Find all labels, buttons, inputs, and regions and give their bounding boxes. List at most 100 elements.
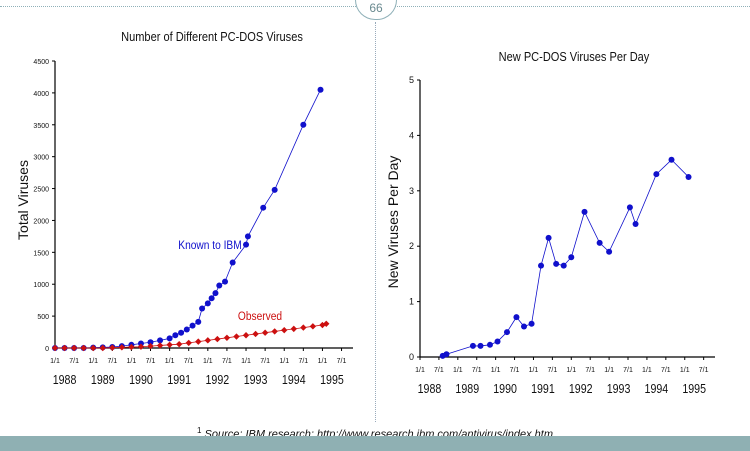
x-year-label: 1990 — [129, 372, 153, 387]
x-year-label: 1991 — [167, 372, 191, 387]
x-year-label: 1991 — [531, 381, 555, 396]
data-point — [166, 341, 173, 349]
x-sub-tick-label: 7/1 — [661, 367, 671, 374]
data-point — [214, 335, 221, 343]
data-point — [553, 260, 560, 267]
x-sub-tick-label: 7/1 — [434, 367, 444, 374]
data-marks — [51, 86, 330, 352]
data-point — [195, 338, 202, 345]
x-sub-tick-label: 1/1 — [453, 367, 463, 374]
data-point — [204, 337, 212, 344]
data-point — [503, 329, 510, 336]
data-point — [223, 334, 231, 341]
x-sub-tick-label: 1/1 — [415, 367, 425, 374]
x-year-label: 1993 — [244, 372, 268, 387]
chart-title: Number of Different PC-DOS Viruses — [121, 29, 303, 44]
data-point — [189, 322, 196, 329]
data-point — [156, 342, 164, 349]
data-point — [212, 290, 219, 297]
data-point — [300, 324, 307, 331]
footer-bar — [0, 436, 750, 451]
x-year-label: 1994 — [645, 381, 669, 396]
x-sub-tick-label: 7/1 — [337, 358, 347, 365]
legend-known-to-ibm: Known to IBM — [178, 239, 241, 252]
x-sub-tick-label: 1/1 — [279, 358, 289, 365]
x-year-label: 1988 — [53, 372, 77, 387]
y-tick-label: 1000 — [33, 282, 49, 289]
x-sub-tick-label: 1/1 — [50, 358, 60, 365]
data-point — [90, 344, 97, 352]
data-point — [147, 339, 154, 346]
x-sub-tick-label: 7/1 — [146, 358, 156, 365]
data-point — [632, 221, 639, 228]
data-point — [685, 173, 692, 180]
x-sub-tick-label: 1/1 — [203, 358, 213, 365]
x-year-label: 1995 — [320, 372, 344, 387]
legend-observed: Observed — [238, 310, 282, 323]
x-year-label: 1989 — [455, 381, 479, 396]
x-year-label: 1995 — [682, 381, 706, 396]
x-sub-tick-label: 1/1 — [566, 367, 576, 374]
data-point — [175, 340, 183, 348]
data-point — [172, 332, 179, 339]
x-sub-tick-label: 1/1 — [529, 367, 539, 374]
x-sub-tick-label: 7/1 — [623, 367, 633, 374]
y-tick-label: 0 — [409, 352, 414, 362]
data-point — [545, 234, 552, 241]
data-point — [261, 329, 269, 336]
data-point — [271, 328, 278, 335]
x-year-label: 1988 — [418, 381, 442, 396]
x-sub-tick-label: 1/1 — [680, 367, 690, 374]
x-sub-tick-label: 1/1 — [642, 367, 652, 374]
chart-new-viruses-per-day: New PC-DOS Viruses Per Day New Viruses P… — [385, 49, 715, 396]
data-point — [653, 171, 660, 178]
x-sub-tick-label: 7/1 — [260, 358, 270, 365]
data-marks — [439, 156, 692, 359]
data-point — [244, 233, 251, 240]
data-point — [477, 342, 484, 349]
data-point — [317, 86, 324, 93]
y-tick-label: 2 — [409, 241, 414, 251]
data-point — [183, 326, 190, 333]
data-point — [118, 344, 126, 351]
data-point — [309, 323, 317, 330]
y-tick-label: 5 — [409, 75, 414, 85]
x-sub-tick-label: 1/1 — [491, 367, 501, 374]
y-tick-label: 2500 — [33, 187, 49, 194]
data-point — [208, 295, 215, 302]
x-sub-tick-label: 7/1 — [472, 367, 482, 374]
x-sub-tick-label: 1/1 — [241, 358, 251, 365]
data-point — [147, 342, 154, 350]
data-point — [80, 344, 87, 352]
data-point — [61, 344, 68, 352]
data-point — [568, 254, 575, 261]
x-year-label: 1992 — [206, 372, 230, 387]
column-divider — [375, 22, 376, 422]
chart-title: New PC-DOS Viruses Per Day — [499, 49, 650, 64]
x-year-label: 1994 — [282, 372, 306, 387]
data-point — [281, 326, 288, 334]
plot-area: 0 500 1000 1500 2000 2500 3000 3500 4000 4500 1/1 7… — [33, 59, 353, 387]
data-point — [204, 300, 211, 307]
data-point — [494, 338, 501, 345]
y-tick-label: 1 — [409, 297, 414, 307]
data-point — [606, 248, 613, 255]
data-point — [469, 342, 476, 349]
data-point — [668, 156, 675, 163]
y-tick-label: 4 — [409, 130, 414, 140]
y-tick-label: 2000 — [33, 218, 49, 225]
data-point — [233, 333, 240, 340]
data-point — [216, 282, 223, 289]
data-point — [185, 339, 192, 347]
chart-total-viruses: Number of Different PC-DOS Viruses Total… — [15, 29, 353, 387]
x-sub-tick-label: 1/1 — [604, 367, 614, 374]
x-sub-tick-label: 7/1 — [107, 358, 117, 365]
y-axis-label: Total Viruses — [15, 160, 31, 240]
x-year-label: 1989 — [91, 372, 115, 387]
data-point — [99, 344, 106, 352]
footnote-marker: 1 — [197, 426, 202, 435]
data-point — [300, 121, 307, 128]
x-sub-tick-label: 7/1 — [510, 367, 520, 374]
data-point — [178, 329, 185, 336]
y-tick-label: 3 — [409, 186, 414, 196]
